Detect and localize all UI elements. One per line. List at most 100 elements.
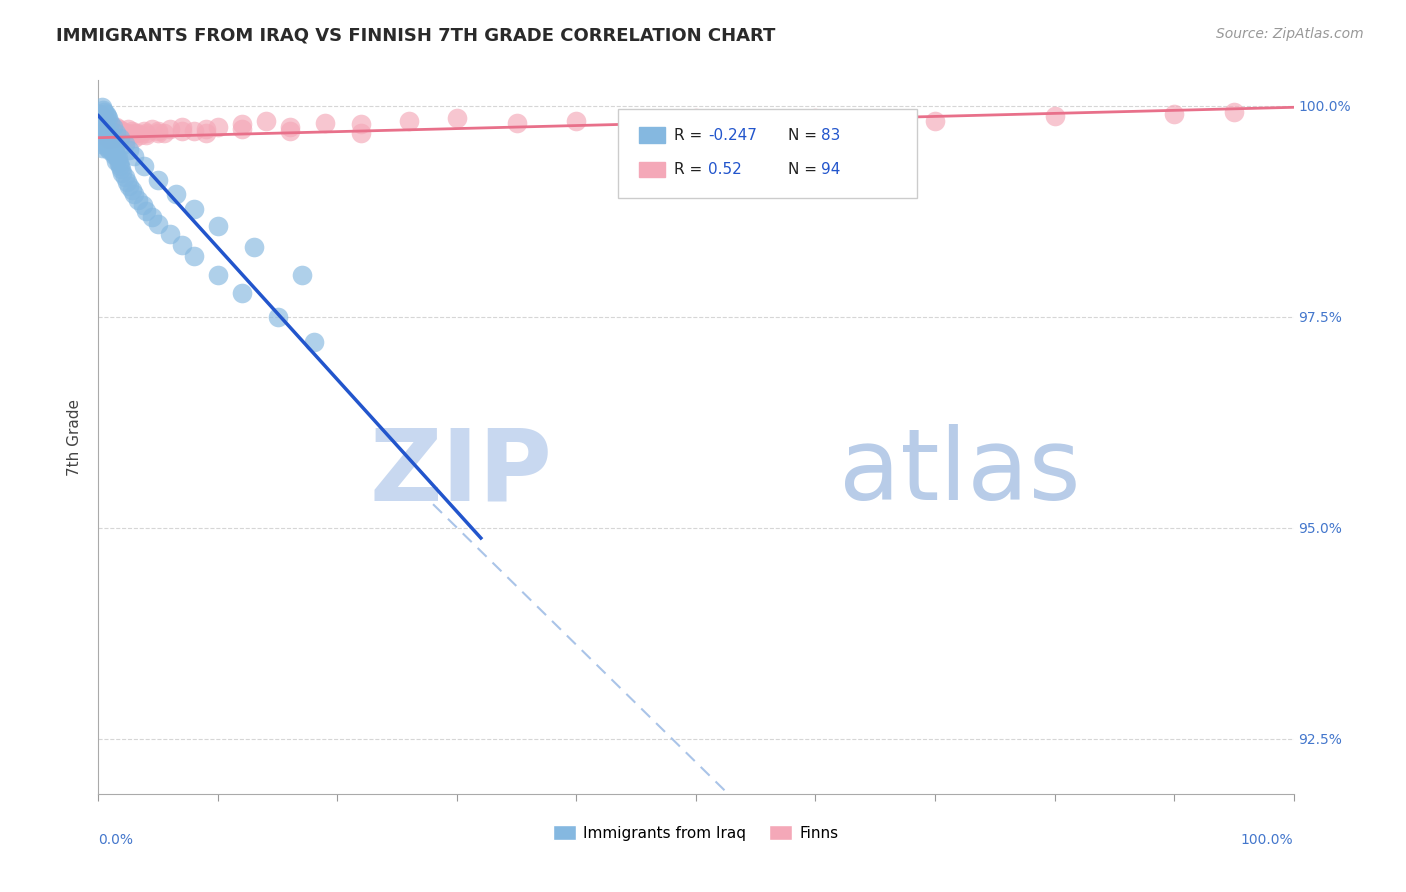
Point bbox=[91, 115, 114, 129]
Point bbox=[565, 113, 588, 128]
Point bbox=[89, 112, 111, 126]
Point bbox=[183, 124, 205, 138]
Text: N =: N = bbox=[787, 128, 823, 143]
Text: R =: R = bbox=[675, 162, 707, 177]
Point bbox=[97, 124, 120, 138]
Point bbox=[111, 126, 134, 140]
Point bbox=[91, 117, 114, 131]
Point bbox=[104, 126, 127, 140]
Bar bbox=[638, 161, 665, 178]
Point bbox=[141, 210, 163, 224]
Point bbox=[96, 109, 118, 123]
Point bbox=[195, 126, 218, 140]
Point bbox=[121, 183, 143, 197]
Point bbox=[96, 126, 118, 140]
Text: 94: 94 bbox=[821, 162, 841, 177]
Point bbox=[98, 132, 121, 146]
Point bbox=[91, 113, 114, 128]
Point bbox=[231, 117, 253, 131]
Point bbox=[89, 107, 111, 121]
Point bbox=[124, 130, 146, 145]
Point bbox=[90, 120, 112, 134]
Point bbox=[101, 122, 124, 136]
Point bbox=[267, 310, 290, 324]
Point bbox=[446, 112, 468, 126]
Point bbox=[135, 204, 157, 219]
Point bbox=[125, 126, 148, 140]
Point bbox=[148, 173, 170, 187]
Point bbox=[115, 175, 138, 189]
Point bbox=[91, 100, 114, 114]
Point bbox=[112, 128, 135, 143]
Point bbox=[132, 160, 155, 174]
Text: atlas: atlas bbox=[839, 425, 1081, 521]
Point bbox=[91, 122, 114, 136]
Text: IMMIGRANTS FROM IRAQ VS FINNISH 7TH GRADE CORRELATION CHART: IMMIGRANTS FROM IRAQ VS FINNISH 7TH GRAD… bbox=[56, 27, 776, 45]
Point bbox=[118, 128, 141, 143]
Point bbox=[924, 113, 946, 128]
Point bbox=[98, 128, 122, 143]
Point bbox=[107, 124, 129, 138]
Point bbox=[96, 132, 118, 146]
Text: R =: R = bbox=[675, 128, 707, 143]
Point bbox=[124, 126, 146, 140]
Point bbox=[94, 128, 117, 143]
Point bbox=[96, 136, 118, 151]
Point bbox=[121, 124, 143, 138]
Point bbox=[93, 105, 115, 120]
Point bbox=[398, 113, 420, 128]
Point bbox=[90, 136, 112, 151]
Point bbox=[89, 107, 111, 121]
Point bbox=[91, 103, 114, 117]
Point bbox=[101, 120, 124, 134]
Point bbox=[118, 143, 141, 157]
Point bbox=[94, 134, 117, 148]
Point bbox=[506, 115, 529, 129]
Point bbox=[129, 128, 152, 143]
Point bbox=[101, 126, 124, 140]
Point bbox=[127, 193, 149, 207]
Point bbox=[291, 268, 314, 282]
Point bbox=[141, 122, 163, 136]
Point bbox=[231, 122, 253, 136]
Point bbox=[231, 286, 253, 301]
Point bbox=[254, 113, 277, 128]
Text: Source: ZipAtlas.com: Source: ZipAtlas.com bbox=[1216, 27, 1364, 41]
Text: 0.52: 0.52 bbox=[709, 162, 742, 177]
Point bbox=[685, 112, 707, 126]
Point bbox=[97, 117, 120, 131]
Point bbox=[148, 217, 170, 231]
Point bbox=[1223, 105, 1246, 120]
Point bbox=[172, 238, 194, 252]
Point bbox=[108, 130, 131, 145]
Point bbox=[91, 141, 114, 155]
Point bbox=[103, 147, 125, 161]
Point bbox=[135, 126, 157, 140]
Point bbox=[90, 112, 112, 126]
Point bbox=[97, 134, 120, 148]
Point bbox=[101, 120, 124, 134]
Point bbox=[107, 122, 129, 136]
Point bbox=[115, 126, 138, 140]
Point bbox=[96, 120, 118, 134]
Point bbox=[97, 112, 120, 126]
Point bbox=[105, 128, 128, 143]
Y-axis label: 7th Grade: 7th Grade bbox=[67, 399, 83, 475]
Point bbox=[100, 132, 122, 146]
Point bbox=[124, 187, 146, 202]
Point bbox=[172, 124, 194, 138]
Point bbox=[183, 249, 205, 263]
Point bbox=[98, 120, 122, 134]
Point bbox=[101, 145, 124, 159]
Point bbox=[159, 122, 181, 136]
Point bbox=[108, 160, 131, 174]
Point bbox=[104, 145, 127, 159]
Point bbox=[105, 153, 128, 168]
Point bbox=[111, 124, 134, 138]
Point bbox=[91, 126, 114, 140]
Point bbox=[100, 143, 122, 157]
Point bbox=[97, 141, 120, 155]
Point bbox=[93, 112, 115, 126]
Legend: Immigrants from Iraq, Finns: Immigrants from Iraq, Finns bbox=[547, 819, 845, 847]
Point bbox=[107, 151, 129, 165]
